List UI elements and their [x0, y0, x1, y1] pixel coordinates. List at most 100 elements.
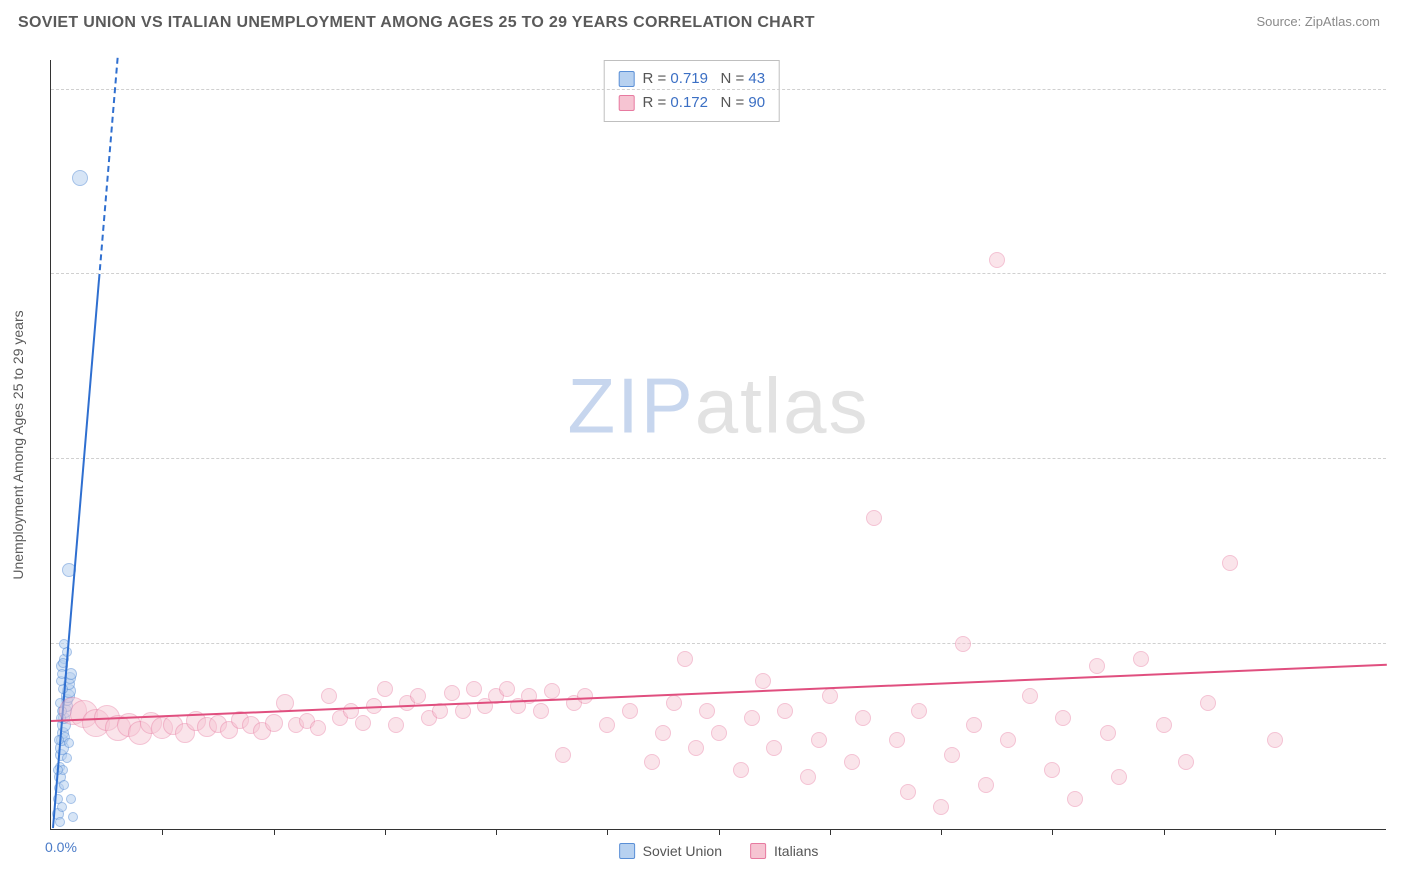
data-point: [57, 802, 67, 812]
data-point: [978, 777, 994, 793]
data-point: [900, 784, 916, 800]
data-point: [666, 695, 682, 711]
data-point: [59, 780, 69, 790]
data-point: [1222, 555, 1238, 571]
data-point: [377, 681, 393, 697]
series-legend: Soviet Union Italians: [619, 843, 819, 859]
data-point: [1055, 710, 1071, 726]
data-point: [1089, 658, 1105, 674]
data-point: [933, 799, 949, 815]
data-point: [766, 740, 782, 756]
data-point: [944, 747, 960, 763]
data-point: [388, 717, 404, 733]
stats-row: R = 0.719 N = 43: [618, 67, 765, 91]
x-tick: [830, 829, 831, 835]
legend-swatch: [618, 71, 634, 87]
data-point: [622, 703, 638, 719]
data-point: [777, 703, 793, 719]
data-point: [499, 681, 515, 697]
data-point: [1111, 769, 1127, 785]
data-point: [1100, 725, 1116, 741]
data-point: [410, 688, 426, 704]
data-point: [655, 725, 671, 741]
data-point: [744, 710, 760, 726]
trend-line: [52, 280, 100, 828]
x-tick: [1164, 829, 1165, 835]
x-tick: [496, 829, 497, 835]
stats-legend: R = 0.719 N = 43R = 0.172 N = 90: [603, 60, 780, 122]
y-axis-label: Unemployment Among Ages 25 to 29 years: [10, 310, 26, 579]
data-point: [321, 688, 337, 704]
data-point: [1200, 695, 1216, 711]
x-origin-label: 0.0%: [45, 839, 77, 855]
legend-item: Italians: [750, 843, 818, 859]
data-point: [444, 685, 460, 701]
data-point: [66, 794, 76, 804]
gridline: [51, 643, 1386, 644]
data-point: [64, 738, 74, 748]
watermark: ZIPatlas: [567, 361, 869, 452]
data-point: [599, 717, 615, 733]
data-point: [1267, 732, 1283, 748]
data-point: [1133, 651, 1149, 667]
data-point: [265, 714, 283, 732]
legend-label: Italians: [774, 843, 818, 859]
gridline: [51, 89, 1386, 90]
stats-text: R = 0.719 N = 43: [642, 67, 765, 91]
data-point: [677, 651, 693, 667]
data-point: [310, 720, 326, 736]
source-label: Source: ZipAtlas.com: [1256, 14, 1380, 29]
data-point: [455, 703, 471, 719]
legend-item: Soviet Union: [619, 843, 722, 859]
gridline: [51, 458, 1386, 459]
x-tick: [162, 829, 163, 835]
data-point: [911, 703, 927, 719]
data-point: [811, 732, 827, 748]
data-point: [355, 715, 371, 731]
scatter-plot: ZIPatlas 0.0% 60.0% Soviet UnionItalians…: [50, 60, 1386, 830]
trend-line: [98, 58, 119, 280]
data-point: [1000, 732, 1016, 748]
chart-title: SOVIET UNION VS ITALIAN UNEMPLOYMENT AMO…: [18, 14, 815, 32]
x-tick: [941, 829, 942, 835]
x-tick: [385, 829, 386, 835]
watermark-zip: ZIP: [567, 362, 694, 450]
x-tick: [1052, 829, 1053, 835]
data-point: [555, 747, 571, 763]
legend-swatch: [619, 843, 635, 859]
x-tick: [1275, 829, 1276, 835]
data-point: [1178, 754, 1194, 770]
data-point: [62, 753, 72, 763]
data-point: [1044, 762, 1060, 778]
data-point: [844, 754, 860, 770]
data-point: [68, 812, 78, 822]
x-tick: [274, 829, 275, 835]
trend-line: [51, 664, 1387, 722]
x-tick: [719, 829, 720, 835]
data-point: [699, 703, 715, 719]
data-point: [855, 710, 871, 726]
data-point: [1156, 717, 1172, 733]
data-point: [533, 703, 549, 719]
legend-swatch: [618, 95, 634, 111]
data-point: [466, 681, 482, 697]
data-point: [800, 769, 816, 785]
data-point: [711, 725, 727, 741]
data-point: [866, 510, 882, 526]
data-point: [822, 688, 838, 704]
gridline: [51, 273, 1386, 274]
data-point: [1022, 688, 1038, 704]
data-point: [577, 688, 593, 704]
data-point: [889, 732, 905, 748]
data-point: [644, 754, 660, 770]
legend-label: Soviet Union: [643, 843, 722, 859]
data-point: [688, 740, 704, 756]
legend-swatch: [750, 843, 766, 859]
data-point: [955, 636, 971, 652]
data-point: [1067, 791, 1083, 807]
data-point: [55, 817, 65, 827]
data-point: [755, 673, 771, 689]
stats-row: R = 0.172 N = 90: [618, 91, 765, 115]
data-point: [544, 683, 560, 699]
data-point: [989, 252, 1005, 268]
